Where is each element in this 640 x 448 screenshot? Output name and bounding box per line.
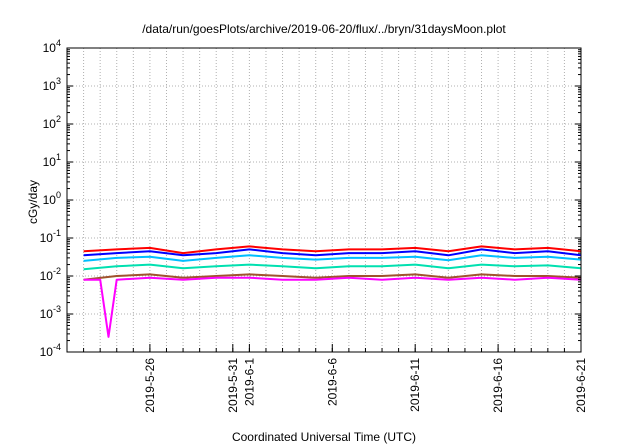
y-tick-base: 10 <box>40 345 54 359</box>
y-tick-exponent: 4 <box>56 38 61 48</box>
y-tick-label: 10-1 <box>40 228 61 245</box>
series-line-6 <box>83 276 582 338</box>
series-line-4 <box>83 263 582 271</box>
x-ticks: 2019-5-26 2019-5-31 2019-6-1 2019-6-6 2019-6… <box>83 344 588 413</box>
y-tick-label: 100 <box>43 190 61 207</box>
plot-frame <box>66 47 582 353</box>
y-tick-base: 10 <box>40 231 54 245</box>
y-tick-label: 103 <box>43 76 61 93</box>
series-line-2 <box>83 248 582 257</box>
x-tick-label: 2019-6-11 <box>408 358 422 412</box>
y-tick-label: 101 <box>43 152 61 169</box>
y-tick-exponent: 0 <box>56 190 61 200</box>
data-series <box>83 245 582 338</box>
y-tick-exponent: -3 <box>53 304 61 314</box>
y-tick-base: 10 <box>40 269 54 283</box>
y-tick-exponent: 3 <box>56 76 61 86</box>
series-line-5 <box>83 273 582 281</box>
y-tick-exponent: -1 <box>53 228 61 238</box>
x-tick-label: 2019-5-31 <box>226 358 240 413</box>
y-tick-label: 10-2 <box>40 266 61 283</box>
y-tick-label: 10-3 <box>40 304 61 321</box>
series-line-3 <box>83 254 582 262</box>
y-tick-base: 10 <box>43 117 57 131</box>
y-tick-base: 10 <box>43 193 57 207</box>
y-tick-base: 10 <box>43 41 57 55</box>
y-tick-exponent: -2 <box>53 266 61 276</box>
y-tick-exponent: 2 <box>56 114 61 124</box>
grid-lines <box>67 47 581 353</box>
chart-title: /data/run/goesPlots/archive/2019-06-20/f… <box>142 22 506 36</box>
y-tick-label: 10-4 <box>40 342 61 359</box>
x-tick-label: 2019-6-6 <box>325 358 339 406</box>
x-tick-label: 2019-6-21 <box>574 358 588 413</box>
y-tick-base: 10 <box>43 79 57 93</box>
x-tick-label: 2019-6-1 <box>242 358 256 406</box>
y-tick-label: 102 <box>43 114 61 131</box>
x-tick-label: 2019-5-26 <box>143 358 157 413</box>
y-tick-base: 10 <box>40 307 54 321</box>
y-tick-exponent: -4 <box>53 342 61 352</box>
y-tick-base: 10 <box>43 155 57 169</box>
y-tick-label: 104 <box>43 38 61 55</box>
y-tick-exponent: 1 <box>56 152 61 162</box>
series-line-1 <box>83 245 582 255</box>
x-tick-label: 2019-6-16 <box>491 358 505 413</box>
x-axis-label: Coordinated Universal Time (UTC) <box>232 430 416 444</box>
y-axis-label: cGy/day <box>26 180 40 224</box>
